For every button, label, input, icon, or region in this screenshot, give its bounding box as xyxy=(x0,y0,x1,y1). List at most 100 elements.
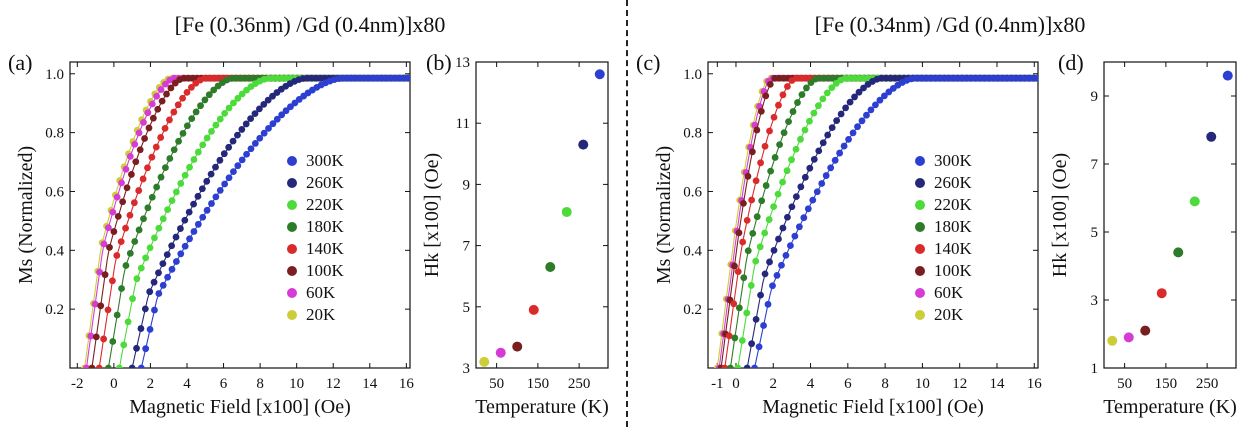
data-point-300K xyxy=(773,272,781,279)
data-point-300K xyxy=(791,232,799,240)
data-point-300K xyxy=(872,101,879,109)
legend-marker-260K xyxy=(915,178,925,188)
plot-series-group-c xyxy=(713,74,1038,368)
x-tick-label: 14 xyxy=(362,376,378,392)
data-point-260K xyxy=(792,193,800,201)
data-point-220K xyxy=(734,364,742,368)
data-point-100K xyxy=(757,107,765,115)
data-point-100K xyxy=(753,126,761,134)
data-point-260K xyxy=(784,213,791,221)
data-point-180K xyxy=(794,99,801,106)
data-point-140K xyxy=(135,187,143,194)
data-point-300K xyxy=(137,364,145,368)
y-tick-label: 1 xyxy=(1091,361,1099,377)
data-point-100K xyxy=(167,84,175,92)
legend-label-220K: 220K xyxy=(306,195,345,214)
legend-label-100K: 100K xyxy=(934,261,973,280)
data-point-220K xyxy=(761,229,769,237)
x-tick-label: 6 xyxy=(844,376,852,392)
y-tick-label: 3 xyxy=(463,361,471,377)
data-point-180K xyxy=(118,285,125,292)
x-tick-label: 0 xyxy=(110,376,118,392)
x-tick-label: 0 xyxy=(732,376,740,392)
data-point-260K xyxy=(234,131,241,139)
data-point-140K xyxy=(104,306,112,314)
x-tick-label: -2 xyxy=(71,376,84,392)
data-point-180K xyxy=(749,229,757,237)
data-point-60K xyxy=(91,300,99,308)
data-point-140K xyxy=(721,364,729,368)
data-point-220K xyxy=(806,117,813,125)
data-point-180K xyxy=(148,193,156,201)
legend-marker-100K xyxy=(915,266,925,276)
data-point-180K xyxy=(109,338,117,345)
data-point-100K xyxy=(748,148,756,156)
data-point-260K xyxy=(203,177,211,185)
data-point-260K xyxy=(247,115,255,123)
data-point-260K xyxy=(788,203,796,211)
plot-frame-d xyxy=(1103,61,1237,369)
data-point-180K xyxy=(762,182,770,189)
panel-label-a: (a) xyxy=(8,50,33,75)
data-point-220K xyxy=(743,309,751,317)
data-point-140K xyxy=(161,125,169,132)
data-point-220K xyxy=(823,89,831,97)
data-point-100K xyxy=(145,124,153,132)
data-point-180K xyxy=(201,96,209,104)
data-point-300K xyxy=(212,193,220,201)
data-point-100K xyxy=(101,271,109,279)
data-point-260K xyxy=(757,291,764,299)
data-point-140K xyxy=(784,83,791,90)
x-tick-label: 8 xyxy=(881,376,889,392)
data-point-300K xyxy=(282,107,290,115)
data-point-220K xyxy=(783,167,791,175)
hk-point-60K xyxy=(1123,332,1134,343)
data-point-260K xyxy=(137,325,145,332)
data-point-300K xyxy=(831,156,839,164)
x-tick-label: 16 xyxy=(399,376,415,392)
data-point-220K xyxy=(774,190,782,198)
data-point-180K xyxy=(162,164,169,172)
data-point-100K xyxy=(92,333,100,341)
data-point-260K xyxy=(220,150,228,158)
data-point-220K xyxy=(747,282,755,289)
x-tick-label: 8 xyxy=(256,376,264,392)
data-point-180K xyxy=(767,167,775,175)
data-point-260K xyxy=(133,344,140,352)
legend-label-20K: 20K xyxy=(306,305,336,324)
data-point-300K xyxy=(146,325,154,333)
data-point-60K xyxy=(87,332,95,340)
data-point-220K xyxy=(765,216,773,223)
data-point-300K xyxy=(181,242,189,250)
data-point-180K xyxy=(780,129,788,137)
data-point-260K xyxy=(155,269,162,277)
data-point-100K xyxy=(88,364,96,368)
series-line-300K xyxy=(754,77,1037,368)
data-point-180K xyxy=(170,146,178,154)
data-point-260K xyxy=(225,143,233,151)
data-point-180K xyxy=(753,213,761,221)
data-point-300K xyxy=(225,174,233,182)
data-point-60K xyxy=(157,86,165,93)
data-point-60K xyxy=(118,179,125,187)
data-point-180K xyxy=(731,334,739,342)
hk-point-260K xyxy=(1206,131,1217,142)
data-point-100K xyxy=(114,212,122,220)
data-point-300K xyxy=(142,345,150,353)
data-point-300K xyxy=(782,251,790,259)
data-point-300K xyxy=(221,180,229,188)
data-point-140K xyxy=(139,175,147,183)
data-point-220K xyxy=(225,104,233,112)
data-point-260K xyxy=(128,364,136,368)
series-line-180K xyxy=(107,77,409,368)
data-point-300K xyxy=(159,281,167,289)
x-tick-label: 12 xyxy=(952,376,967,392)
data-point-140K xyxy=(766,127,773,135)
data-point-220K xyxy=(770,203,778,211)
hk-point-100K xyxy=(512,341,523,352)
data-point-220K xyxy=(788,156,795,164)
data-point-260K xyxy=(846,98,854,106)
legend-label-220K: 220K xyxy=(934,195,973,214)
data-point-220K xyxy=(814,102,822,110)
data-point-300K xyxy=(778,261,785,269)
